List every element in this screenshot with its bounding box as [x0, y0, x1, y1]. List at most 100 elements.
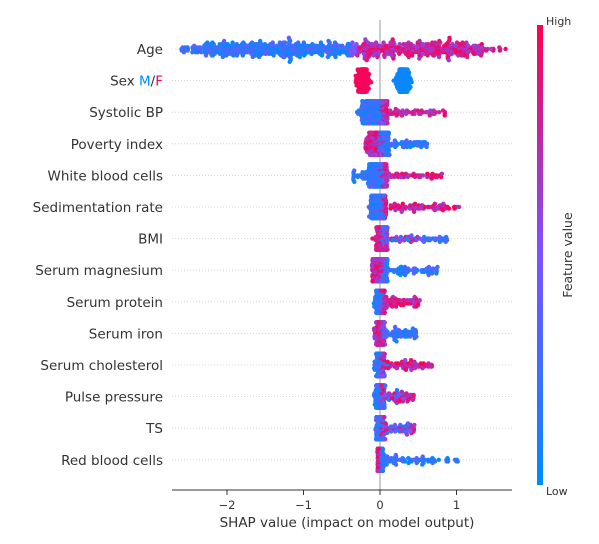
- shap-point: [364, 137, 368, 141]
- shap-point: [421, 140, 425, 144]
- shap-point: [226, 42, 230, 46]
- shap-point: [375, 383, 379, 387]
- shap-point: [400, 429, 404, 433]
- shap-point: [270, 52, 274, 56]
- shap-point: [360, 175, 364, 179]
- shap-point: [398, 273, 402, 277]
- shap-point: [405, 334, 409, 338]
- shap-point: [438, 240, 442, 244]
- shap-point: [393, 208, 397, 212]
- shap-point: [298, 44, 302, 48]
- shap-point: [394, 304, 398, 308]
- shap-point: [278, 40, 282, 44]
- shap-point: [395, 388, 399, 392]
- shap-point: [410, 112, 414, 116]
- shap-point: [447, 58, 451, 62]
- shap-point: [275, 50, 279, 54]
- shap-point: [431, 206, 435, 210]
- shap-point: [227, 52, 231, 56]
- shap-point: [386, 266, 390, 270]
- shap-point: [403, 393, 407, 397]
- shap-point: [403, 206, 407, 210]
- shap-point: [382, 194, 386, 198]
- shap-point: [401, 202, 405, 206]
- shap-point: [352, 50, 356, 54]
- shap-point: [379, 121, 383, 125]
- shap-point: [437, 39, 441, 43]
- shap-point: [405, 432, 409, 436]
- shap-point: [291, 44, 295, 48]
- shap-point: [193, 50, 197, 54]
- shap-point: [406, 423, 410, 427]
- shap-point: [402, 89, 406, 93]
- shap-point: [379, 279, 383, 283]
- shap-point: [371, 194, 375, 198]
- beeswarm-points: [179, 36, 508, 473]
- shap-point: [352, 45, 356, 49]
- shap-point: [373, 368, 377, 372]
- shap-point: [435, 175, 439, 179]
- shap-point: [401, 67, 405, 71]
- shap-point: [210, 40, 214, 44]
- shap-point: [393, 138, 397, 142]
- shap-point: [394, 235, 398, 239]
- shap-point: [386, 131, 390, 135]
- shap-point: [236, 44, 240, 48]
- shap-point: [376, 374, 380, 378]
- shap-point: [357, 89, 361, 93]
- shap-point: [489, 47, 493, 51]
- shap-point: [460, 53, 464, 57]
- shap-point: [401, 238, 405, 242]
- shap-point: [433, 238, 437, 242]
- shap-point: [394, 339, 398, 343]
- shap-point: [426, 361, 430, 365]
- shap-point: [452, 206, 456, 210]
- shap-point: [390, 53, 394, 57]
- shap-point: [430, 172, 434, 176]
- shap-point: [407, 55, 411, 59]
- shap-point: [444, 235, 448, 239]
- shap-point: [394, 82, 398, 86]
- shap-point: [287, 36, 291, 40]
- shap-point: [388, 40, 392, 44]
- shap-point: [449, 44, 453, 48]
- shap-point: [407, 70, 411, 74]
- shap-point: [484, 48, 488, 52]
- shap-point: [346, 42, 350, 46]
- shap-point: [314, 44, 318, 48]
- shap-point: [235, 53, 239, 57]
- shap-point: [406, 266, 410, 270]
- shap-point: [389, 303, 393, 307]
- shap-point: [350, 40, 354, 44]
- shap-point: [248, 42, 252, 46]
- shap-point: [409, 358, 413, 362]
- shap-point: [427, 265, 431, 269]
- shap-point: [325, 50, 329, 54]
- shap-point: [355, 53, 359, 57]
- shap-point: [447, 36, 451, 40]
- shap-point: [381, 437, 385, 441]
- shap-point: [338, 52, 342, 56]
- shap-point: [199, 50, 203, 54]
- shap-point: [374, 153, 378, 157]
- shap-point: [369, 99, 373, 103]
- shap-point: [465, 55, 469, 59]
- shap-point: [472, 44, 476, 48]
- shap-point: [373, 131, 377, 135]
- shap-point: [374, 216, 378, 220]
- shap-point: [360, 99, 364, 103]
- shap-point: [204, 53, 208, 57]
- shap-point: [412, 266, 416, 270]
- shap-point: [435, 265, 439, 269]
- shap-point: [416, 303, 420, 307]
- shap-point: [181, 45, 185, 49]
- shap-point: [415, 108, 419, 112]
- shap-point: [412, 44, 416, 48]
- shap-point: [346, 53, 350, 57]
- shap-point: [390, 112, 394, 116]
- shap-point: [288, 60, 292, 64]
- shap-point: [394, 75, 398, 79]
- shap-point: [391, 238, 395, 242]
- shap-point: [373, 184, 377, 188]
